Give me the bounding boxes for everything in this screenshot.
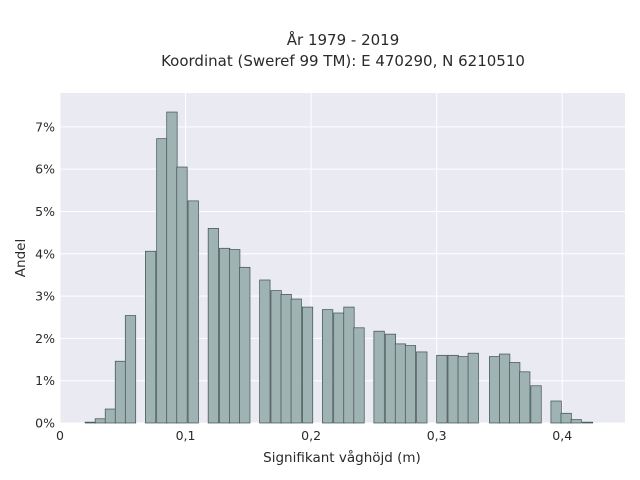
histogram-bar (373, 330, 385, 424)
x-tick-label: 0,4 (552, 428, 572, 443)
histogram-bar (467, 352, 479, 424)
histogram-bar (219, 247, 231, 424)
x-tick-label: 0,2 (301, 428, 321, 443)
histogram-bar (322, 309, 334, 424)
histogram-bar (290, 298, 302, 424)
histogram-bar (207, 228, 219, 424)
histogram-bar (394, 343, 407, 424)
histogram-bar (187, 200, 199, 424)
histogram-bar (343, 306, 355, 424)
histogram-bar (489, 356, 501, 424)
x-tick-label: 0,3 (427, 428, 447, 443)
histogram-bar (301, 306, 314, 424)
chart-title: År 1979 - 2019 (287, 30, 400, 49)
histogram-bar (176, 166, 188, 424)
y-tick-label: 0% (35, 416, 55, 431)
histogram-bar (104, 408, 116, 424)
x-axis-label: Signifikant våghöjd (m) (263, 449, 421, 466)
histogram-bar (259, 279, 271, 424)
histogram-bar (457, 356, 469, 424)
histogram-bars (84, 111, 594, 424)
histogram-bar (124, 315, 137, 424)
x-tick-label: 0 (56, 428, 64, 443)
histogram-bar (229, 249, 241, 424)
histogram-bar (156, 138, 168, 424)
histogram-bar (519, 371, 531, 424)
histogram-bar (499, 353, 511, 424)
y-tick-label: 3% (35, 289, 55, 304)
y-tick-label: 1% (35, 373, 55, 388)
y-tick-label: 7% (35, 119, 55, 134)
histogram-bar (560, 412, 572, 424)
x-tick-label: 0,1 (176, 428, 196, 443)
histogram-bar (145, 250, 157, 424)
y-axis-label: Andel (13, 239, 29, 277)
histogram-bar (570, 419, 582, 424)
histogram-bar (581, 421, 594, 424)
histogram-bar (404, 345, 417, 424)
histogram-bar (530, 385, 542, 424)
histogram-bar (239, 266, 251, 424)
histogram-bar (436, 354, 448, 424)
histogram-bar (384, 333, 396, 424)
histogram-bar (94, 418, 106, 424)
histogram-bar (447, 354, 459, 424)
histogram-bar (550, 400, 562, 424)
histogram-bar (84, 421, 96, 424)
histogram-bar (333, 312, 345, 424)
histogram-bar (416, 351, 428, 424)
y-tick-label: 4% (35, 246, 55, 261)
histogram-bar (353, 327, 365, 424)
y-tick-label: 5% (35, 204, 55, 219)
histogram-bar (114, 360, 127, 424)
histogram-bar (509, 362, 521, 424)
y-tick-label: 6% (35, 162, 55, 177)
y-tick-label: 2% (35, 331, 55, 346)
axis-ticks: 0% 1% 2% 3% 4% 5% 6% 7% 0 0,1 0,2 0,3 0,4 (35, 119, 572, 443)
chart-subtitle: Koordinat (Sweref 99 TM): E 470290, N 62… (161, 52, 525, 70)
histogram-bar (270, 290, 282, 424)
histogram-bar (280, 294, 292, 424)
histogram-bar (166, 111, 178, 424)
